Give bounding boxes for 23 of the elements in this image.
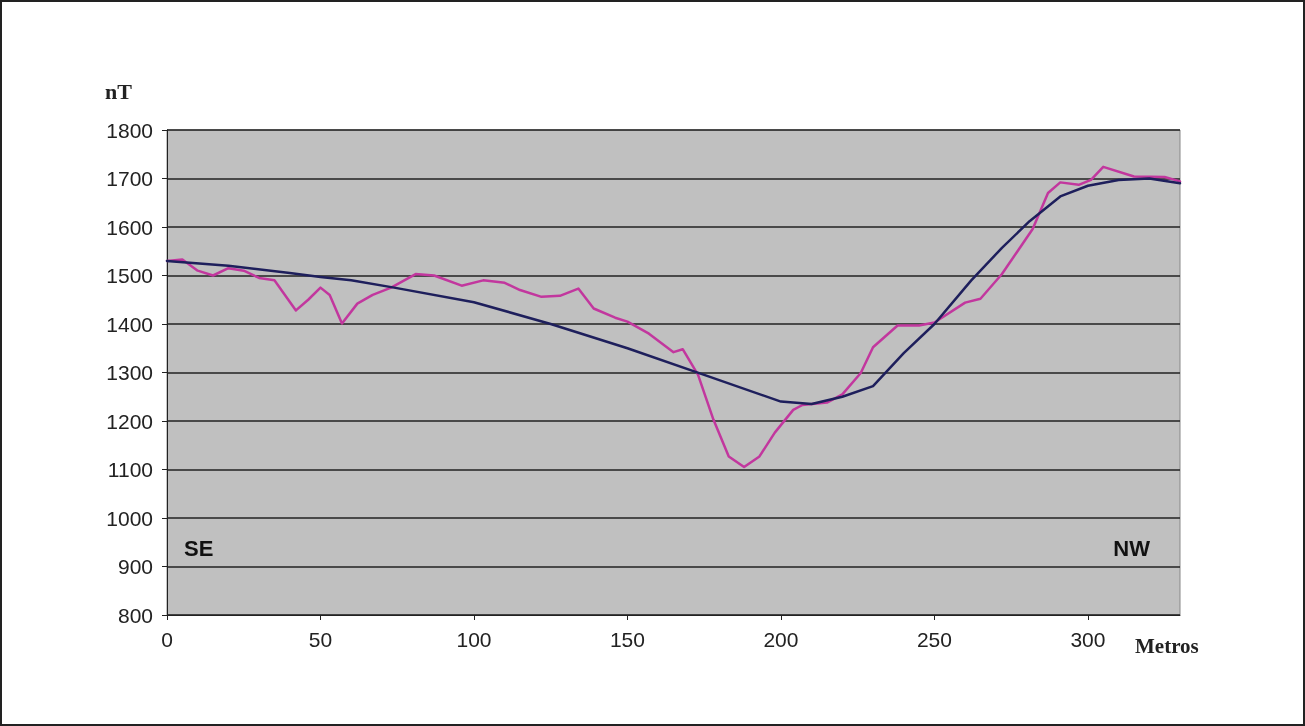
y-tick-label: 1700: [106, 167, 153, 190]
x-tick-label: 0: [161, 628, 173, 651]
y-tick-label: 1800: [106, 118, 153, 142]
y-tick-label: 1500: [106, 264, 153, 287]
y-tick-label: 800: [117, 603, 153, 627]
y-tick-label: 1600: [106, 215, 153, 239]
y-tick-label: 1200: [106, 409, 153, 433]
x-axis-title: Metros: [1135, 633, 1199, 658]
y-tick-label: 1000: [106, 506, 153, 530]
annotation: SE: [184, 535, 214, 561]
line-series: [165, 177, 1182, 406]
y-tick-label: 1300: [106, 361, 153, 384]
x-tick-label: 200: [763, 628, 799, 651]
y-tick-label: 1100: [107, 458, 153, 481]
y-tick-label: 900: [117, 555, 153, 578]
annotation: NW: [1113, 535, 1151, 561]
x-tick-label: 50: [308, 628, 333, 651]
x-tick-label: 300: [1070, 628, 1106, 651]
y-tick-label: 1400: [106, 312, 153, 336]
x-tick-label: 100: [456, 628, 492, 651]
x-tick-label: 250: [916, 628, 952, 651]
y-axis-title: nT: [105, 78, 133, 104]
x-tick-label: 150: [609, 628, 645, 651]
